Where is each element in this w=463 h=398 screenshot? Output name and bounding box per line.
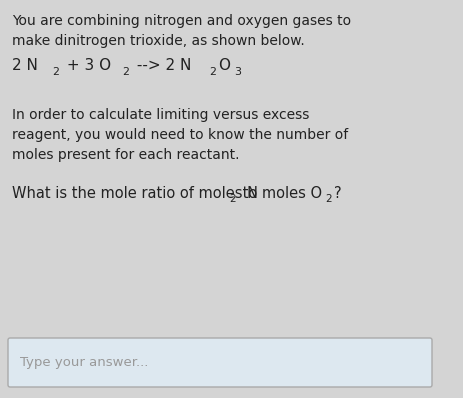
- Text: make dinitrogen trioxide, as shown below.: make dinitrogen trioxide, as shown below…: [12, 34, 304, 48]
- Text: reagent, you would need to know the number of: reagent, you would need to know the numb…: [12, 128, 348, 142]
- Text: moles present for each reactant.: moles present for each reactant.: [12, 148, 239, 162]
- Text: 2: 2: [324, 194, 331, 204]
- FancyBboxPatch shape: [8, 338, 431, 387]
- Text: What is the mole ratio of moles N: What is the mole ratio of moles N: [12, 186, 257, 201]
- Text: 2 N: 2 N: [12, 58, 38, 73]
- Text: + 3 O: + 3 O: [62, 58, 111, 73]
- Text: 2: 2: [208, 67, 215, 77]
- Text: Type your answer...: Type your answer...: [20, 356, 148, 369]
- Text: ?: ?: [333, 186, 341, 201]
- Text: --> 2 N: --> 2 N: [131, 58, 191, 73]
- Text: 2: 2: [52, 67, 59, 77]
- Text: You are combining nitrogen and oxygen gases to: You are combining nitrogen and oxygen ga…: [12, 14, 350, 28]
- Text: 2: 2: [122, 67, 129, 77]
- Text: O: O: [218, 58, 230, 73]
- Text: In order to calculate limiting versus excess: In order to calculate limiting versus ex…: [12, 108, 309, 122]
- Text: to moles O: to moles O: [238, 186, 321, 201]
- Text: 2: 2: [229, 194, 235, 204]
- Text: 3: 3: [233, 67, 240, 77]
